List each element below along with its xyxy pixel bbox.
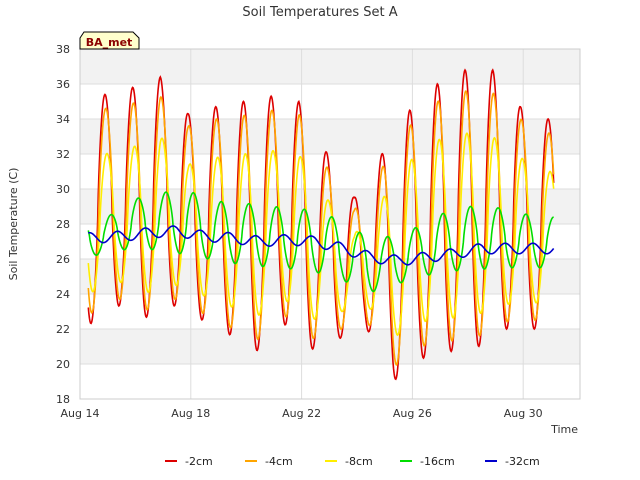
legend-label: -4cm <box>265 455 293 468</box>
plot-band <box>80 49 580 84</box>
plot-band <box>80 259 580 294</box>
x-tick-label: Aug 22 <box>282 407 321 420</box>
x-tick-labels: Aug 14 Aug 18 Aug 22 Aug 26 Aug 30 <box>61 407 543 420</box>
plot-band <box>80 329 580 364</box>
x-tick-label: Aug 30 <box>504 407 543 420</box>
chart-title: Soil Temperatures Set A <box>242 5 397 20</box>
series-layer <box>87 68 555 381</box>
series-line-minus-32cm <box>88 225 555 266</box>
y-tick-label: 24 <box>56 288 70 301</box>
y-tick-label: 28 <box>56 218 70 231</box>
x-tick-label: Aug 14 <box>61 407 100 420</box>
x-axis-label: Time <box>550 423 578 436</box>
x-tick-label: Aug 26 <box>393 407 432 420</box>
y-tick-label: 26 <box>56 253 70 266</box>
y-tick-label: 18 <box>56 393 70 406</box>
station-badge: BA_met <box>79 31 140 50</box>
y-tick-label: 32 <box>56 148 70 161</box>
y-tick-label: 38 <box>56 43 70 56</box>
y-tick-label: 20 <box>56 358 70 371</box>
legend-label: -16cm <box>420 455 455 468</box>
plot-frame <box>79 48 581 400</box>
series-line-minus-4cm <box>87 90 555 366</box>
station-badge-shape <box>79 31 140 50</box>
series-line-minus-16cm <box>87 191 554 293</box>
legend-label: -32cm <box>505 455 540 468</box>
y-tick-label: 34 <box>56 113 70 126</box>
y-tick-label: 36 <box>56 78 70 91</box>
series-line-minus-8cm <box>87 132 555 337</box>
y-axis-label: Soil Temperature (C) <box>7 168 20 281</box>
y-tick-label: 22 <box>56 323 70 336</box>
y-tick-label: 30 <box>56 183 70 196</box>
station-badge-label: BA_met <box>86 36 133 49</box>
legend-label: -2cm <box>185 455 213 468</box>
legend-label: -8cm <box>345 455 373 468</box>
y-tick-labels: 18 20 22 24 26 28 30 32 34 36 38 <box>56 43 70 406</box>
x-tick-label: Aug 18 <box>171 407 210 420</box>
legend: -2cm -4cm -8cm -16cm -32cm <box>165 455 540 468</box>
